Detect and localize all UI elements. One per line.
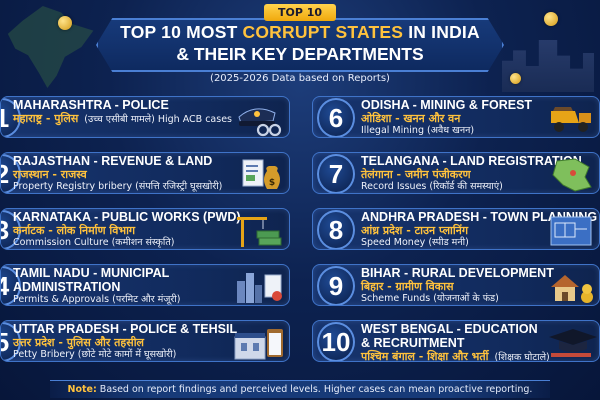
state-card-9: 9 BIHAR - RURAL DEVELOPMENT बिहार - ग्रा… (312, 264, 600, 306)
rank-badge: 6 (317, 98, 355, 137)
title-highlight: CORRUPT STATES (242, 22, 404, 42)
footer: Note: Based on report findings and perce… (50, 380, 550, 398)
state-department-hindi: उत्तर प्रदेश - पुलिस और तहसील (13, 336, 145, 349)
graduation-cap-books-icon (549, 329, 597, 357)
state-card-6: 6 ODISHA - MINING & FOREST ओडिशा - खनन औ… (312, 96, 600, 138)
detail-note: Illegal Mining (अवैध खनन) (361, 125, 475, 136)
state-department-hindi: बिहार - ग्रामीण विकास (361, 280, 454, 293)
state-map-icon (552, 158, 592, 192)
rank-badge: 9 (317, 266, 355, 305)
page-title: TOP 10 MOST CORRUPT STATES IN INDIA (120, 22, 480, 42)
state-department-line2: & RECRUITMENT (361, 336, 465, 350)
detail-note: (शिक्षक घोटाले) (494, 352, 550, 362)
detail-note: Scheme Funds (योजनाओं के फंड) (361, 293, 499, 304)
detail-note: (उच्च एसीबी मामले) High ACB cases (84, 114, 232, 125)
state-department-hindi: आंध्र प्रदेश - टाउन प्लानिंग (361, 224, 469, 237)
detail-note: Property Registry bribery (संपत्ति रजिस्… (13, 181, 223, 192)
detail-note: Speed Money (स्पीड मनी) (361, 237, 469, 248)
state-card-7: 7 TELANGANA - LAND REGISTRATION तेलंगाना… (312, 152, 600, 194)
rank-badge: 10 (317, 322, 355, 361)
state-department-hindi: कर्नाटक - लोक निर्माण विभाग (13, 224, 136, 237)
detail-note: Record Issues (रिकॉर्ड की समस्याएं) (361, 181, 503, 192)
detail-note: Commission Culture (कमीशन संस्कृति) (13, 237, 175, 248)
state-department: MAHARASHTRA - POLICE (13, 98, 169, 112)
state-department: TAMIL NADU - MUNICIPAL (13, 266, 170, 280)
rank-badge: 8 (317, 210, 355, 249)
local-station-clipboard-icon (234, 329, 283, 360)
state-department-hindi: ओडिशा - खनन और वन (361, 112, 461, 125)
coin-icon (58, 16, 72, 30)
crane-cash-icon (237, 217, 282, 247)
subtitle: (2025-2026 Data based on Reports) (210, 73, 390, 84)
state-department: WEST BENGAL - EDUCATION (361, 322, 538, 336)
detail-note: Petty Bribery (छोटे मोटे कामों में घूसखो… (13, 349, 177, 360)
coin-icon (544, 12, 558, 26)
footer-note: Note: Based on report findings and perce… (67, 384, 533, 395)
state-department-hindi: राजस्थान - राजस्व (13, 168, 87, 181)
state-department: TELANGANA - LAND REGISTRATION (361, 154, 582, 168)
state-department: ODISHA - MINING & FOREST (361, 98, 533, 112)
state-card-1: 1 MAHARASHTRA - POLICE महाराष्ट्र - पुलि… (0, 96, 290, 138)
city-permit-icon (237, 273, 282, 303)
coin-icon (510, 73, 521, 84)
state-card-4: 4 TAMIL NADU - MUNICIPAL ADMINISTRATION … (0, 264, 290, 306)
rank-badge: 7 (317, 154, 355, 193)
state-department: BIHAR - RURAL DEVELOPMENT (361, 266, 554, 280)
state-card-2: 2 RAJASTHAN - REVENUE & LAND राजस्थान - … (0, 152, 290, 194)
svg-text:$: $ (269, 178, 275, 188)
state-department: KARNATAKA - PUBLIC WORKS (PWD) (13, 210, 241, 224)
state-department: ANDHRA PRADESH - TOWN PLANNING (361, 210, 598, 224)
detail-note: Permits & Approvals (परमिट और मंजूरी) (13, 294, 181, 305)
page-title-line2: & THEIR KEY DEPARTMENTS (176, 44, 424, 64)
state-department-line2: ADMINISTRATION (13, 280, 121, 294)
state-department: RAJASTHAN - REVENUE & LAND (13, 154, 213, 168)
state-department: UTTAR PRADESH - POLICE & TEHSIL (13, 322, 238, 336)
state-card-3: 3 KARNATAKA - PUBLIC WORKS (PWD) कर्नाटक… (0, 208, 290, 250)
state-department-hindi: महाराष्ट्र - पुलिस (उच्च एसीबी मामले) Hig… (13, 112, 232, 125)
police-cap-handcuffs-icon (238, 108, 282, 137)
village-house-coins-icon (551, 275, 593, 303)
state-card-10: 10 WEST BENGAL - EDUCATION & RECRUITMENT… (312, 320, 600, 362)
mining-truck-icon (551, 107, 591, 132)
state-card-8: 8 ANDHRA PRADESH - TOWN PLANNING आंध्र प… (312, 208, 600, 250)
land-documents-money-bag-icon: $ (242, 159, 280, 189)
state-card-5: 5 UTTAR PRADESH - POLICE & TEHSIL उत्तर … (0, 320, 290, 362)
state-department-hindi: पश्चिम बंगाल - शिक्षा और भर्ती (शिक्षक घो… (361, 350, 550, 362)
state-department-hindi: तेलंगाना - जमीन पंजीकरण (361, 168, 471, 181)
blueprint-icon (550, 216, 592, 246)
header: TOP 10 TOP 10 MOST CORRUPT STATES IN IND… (0, 0, 600, 100)
top-badge: TOP 10 (264, 4, 336, 21)
